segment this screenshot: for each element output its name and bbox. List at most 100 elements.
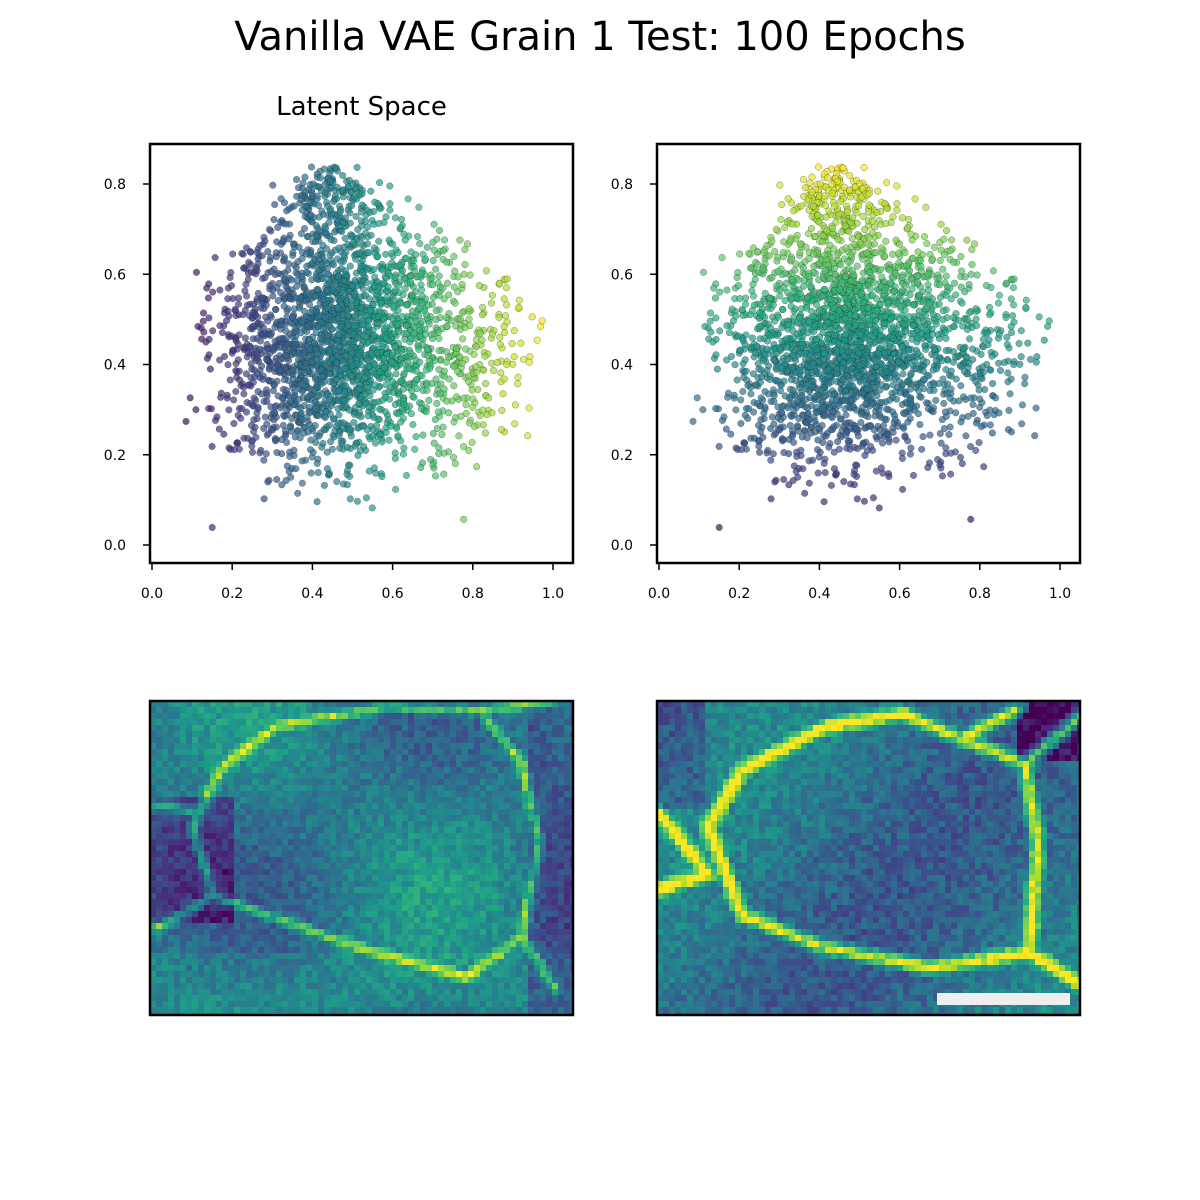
- scatter-point: [778, 403, 786, 411]
- scatter-point: [515, 303, 523, 311]
- scatter-point: [443, 397, 451, 405]
- scatter-point: [314, 267, 322, 275]
- scatter-point: [264, 248, 272, 256]
- scatter-point: [256, 345, 264, 353]
- scatter-point: [497, 369, 505, 377]
- scatter-point: [378, 438, 386, 446]
- scatter-point: [968, 261, 976, 269]
- scatter-point: [406, 278, 415, 286]
- scatter-point: [334, 222, 342, 230]
- scatter-point: [469, 395, 477, 403]
- scatter-point: [777, 409, 785, 417]
- scatter-point: [346, 262, 354, 270]
- scatter-point: [967, 443, 975, 451]
- scatter-point: [778, 337, 786, 345]
- scatter-point: [795, 314, 804, 322]
- scatter-point: [305, 403, 314, 411]
- scatter-point: [344, 311, 352, 319]
- scatter-point: [410, 263, 418, 271]
- scatter-point: [327, 236, 335, 244]
- scatter-point: [931, 351, 939, 359]
- scatter-point: [472, 368, 480, 376]
- scatter-point: [995, 291, 1003, 299]
- scatter-point: [883, 405, 891, 413]
- scatter-point: [186, 394, 194, 402]
- scatter-point: [449, 453, 458, 461]
- scatter-point: [246, 247, 254, 256]
- scatter-point: [828, 414, 836, 422]
- scatter-point: [460, 394, 468, 402]
- scatter-point: [412, 376, 420, 384]
- scatter-point: [485, 394, 493, 402]
- scatter-point: [353, 367, 361, 375]
- scatter-point: [1010, 275, 1018, 283]
- scatter-point: [242, 280, 250, 288]
- scatter-point: [334, 273, 342, 281]
- scatter-point: [788, 275, 796, 284]
- scatter-point: [976, 403, 984, 411]
- scatter-point: [976, 395, 984, 403]
- scatter-point: [379, 279, 387, 287]
- scatter-point: [861, 225, 869, 234]
- scatter-point: [215, 425, 223, 433]
- scatter-point: [377, 299, 385, 307]
- scatter-point: [443, 258, 451, 266]
- scatter-point: [983, 330, 991, 338]
- scatter-point: [323, 264, 332, 272]
- scatter-point: [269, 181, 277, 189]
- scatter-point: [417, 270, 425, 278]
- scatter-point: [431, 472, 440, 480]
- scatter-point: [784, 321, 792, 329]
- scatter-point: [860, 163, 868, 171]
- scatter-point: [385, 395, 394, 403]
- scatter-point: [267, 425, 275, 433]
- scatter-point: [458, 359, 466, 367]
- scatter-point: [712, 405, 720, 413]
- scatter-point: [468, 386, 476, 394]
- scatter-point: [246, 342, 254, 350]
- scatter-point: [935, 274, 943, 282]
- scatter-point: [915, 291, 923, 299]
- scatter-point: [405, 365, 413, 373]
- scatter-point: [394, 320, 402, 328]
- scatter-point: [908, 236, 916, 244]
- scatter-point: [394, 410, 402, 418]
- scatter-point: [711, 294, 719, 302]
- scatter-point: [257, 446, 265, 454]
- scatter-point: [792, 467, 800, 476]
- scatter-point: [392, 485, 400, 493]
- scatter-point: [842, 244, 850, 252]
- scatter-point: [327, 438, 335, 446]
- scatter-point: [481, 352, 489, 360]
- scatter-point: [240, 264, 248, 272]
- scatter-point: [781, 223, 789, 231]
- scatter-point: [280, 302, 288, 310]
- scatter-point: [205, 405, 213, 413]
- scatter-point: [975, 438, 983, 447]
- scatter-point: [371, 273, 379, 281]
- scatter-point: [819, 404, 827, 412]
- scatter-point: [443, 322, 451, 330]
- scatter-point: [853, 262, 861, 270]
- scatter-point: [348, 296, 356, 304]
- scatter-point: [269, 286, 277, 294]
- scatter-point: [969, 401, 977, 409]
- scatter-point: [789, 220, 797, 228]
- scatter-point: [905, 346, 913, 354]
- scatter-point: [254, 387, 262, 396]
- scatter-point: [267, 267, 275, 276]
- scatter-point: [724, 389, 732, 397]
- scatter-point: [230, 419, 238, 428]
- scatter-point: [888, 325, 896, 333]
- scatter-point: [1022, 303, 1030, 311]
- scatter-point: [733, 376, 741, 384]
- scatter-point: [418, 317, 426, 325]
- scatter-point: [914, 248, 922, 256]
- scatter-point: [885, 472, 893, 481]
- scatter-point: [1003, 340, 1011, 348]
- scatter-point: [334, 405, 342, 413]
- scatter-point: [439, 284, 447, 292]
- scatter-point: [738, 305, 746, 314]
- scatter-point: [834, 438, 842, 446]
- scatter-point: [252, 356, 260, 364]
